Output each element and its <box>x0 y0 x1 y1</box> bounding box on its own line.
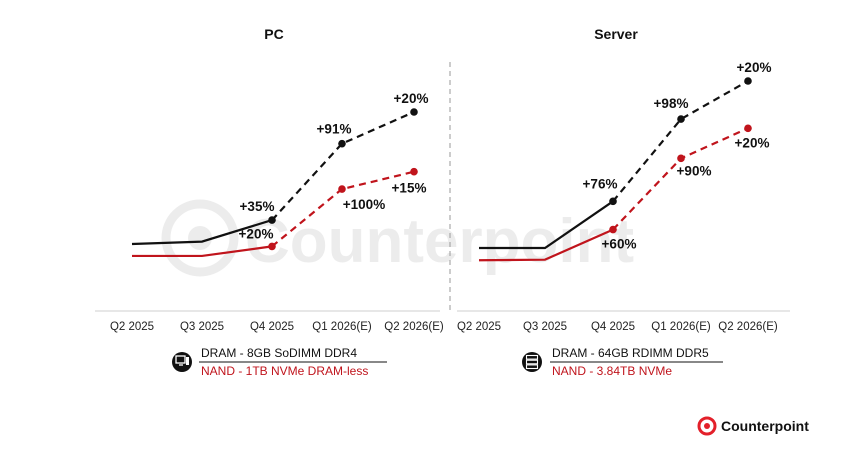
pc-series-0-forecast-line <box>271 110 415 221</box>
pc-legend-nand: NAND - 1TB NVMe DRAM-less <box>201 364 368 378</box>
pc-series-0-data-label: +20% <box>394 91 429 106</box>
pc-series-1-point <box>410 167 418 176</box>
server-series-0-data-label: +98% <box>654 96 689 111</box>
server-legend: DRAM - 64GB RDIMM DDR5 NAND - 3.84TB NVM… <box>522 346 723 378</box>
pc-series-0-data-label: +91% <box>317 122 352 137</box>
pc-series-0-point <box>268 216 276 224</box>
watermark-text: Counterpoint <box>245 207 634 276</box>
pc-x-tick-label: Q2 2026(E) <box>384 321 444 333</box>
pc-x-tick-label: Q1 2026(E) <box>312 321 372 333</box>
server-icon <box>522 352 542 372</box>
server-series-0-forecast-line <box>612 80 749 203</box>
pc-series-1-data-label: +100% <box>343 197 385 212</box>
pc-series-1-point <box>268 242 276 251</box>
pc-icon <box>172 352 192 372</box>
server-series-0-actual-line <box>479 200 614 250</box>
server-x-tick-label: Q1 2026(E) <box>651 321 711 333</box>
counterpoint-logo: Counterpoint <box>697 416 809 436</box>
server-series-1-point <box>677 154 685 163</box>
pc-series-0-point <box>338 139 346 148</box>
server-legend-nand: NAND - 3.84TB NVMe <box>552 364 672 378</box>
pc-series-1-point <box>338 185 346 193</box>
server-series-1-point <box>744 124 752 133</box>
watermark: Counterpoint <box>161 199 634 277</box>
server-series-0-point <box>677 115 685 123</box>
server-x-tick-label: Q4 2025 <box>591 321 635 333</box>
pc-plot: Q2 2025 Q3 2025 Q4 2025 Q1 2026(E) Q2 2026(E… <box>110 91 444 333</box>
pc-x-tick-label: Q2 2025 <box>110 321 154 333</box>
server-legend-dram: DRAM - 64GB RDIMM DDR5 <box>552 346 709 360</box>
server-series-1-actual-line <box>478 228 614 262</box>
server-series-0-data-label: +76% <box>583 176 618 191</box>
server-plot: Q2 2025 Q3 2025 Q4 2025 Q1 2026(E) Q2 2026(E… <box>457 60 778 333</box>
pc-series-0-point <box>410 108 418 116</box>
pc-series-0-actual-line <box>131 219 273 246</box>
server-series-1-data-label: +20% <box>735 135 770 150</box>
server-series-0-point <box>609 197 617 206</box>
pc-chart-title: PC <box>264 26 283 42</box>
server-x-tick-label: Q2 2026(E) <box>718 321 778 333</box>
server-chart-title: Server <box>594 26 638 42</box>
server-x-tick-label: Q2 2025 <box>457 321 501 333</box>
pc-legend-dram: DRAM - 8GB SoDIMM DDR4 <box>201 346 357 360</box>
pc-legend: DRAM - 8GB SoDIMM DDR4 NAND - 1TB NVMe D… <box>172 346 387 378</box>
pc-x-tick-label: Q3 2025 <box>180 321 224 333</box>
server-series-1-point <box>609 225 617 234</box>
pc-series-1-data-label: +20% <box>239 226 274 241</box>
server-series-1-data-label: +90% <box>677 163 712 178</box>
pc-series-0-data-label: +35% <box>240 199 275 214</box>
server-series-0-data-label: +20% <box>737 60 772 75</box>
pc-series-1-data-label: +15% <box>392 181 427 196</box>
server-series-0-point <box>744 77 752 85</box>
server-series-1-data-label: +60% <box>602 237 637 252</box>
pc-series-1-actual-line <box>132 245 273 258</box>
brand-name: Counterpoint <box>721 418 809 434</box>
pc-x-tick-label: Q4 2025 <box>250 321 294 333</box>
server-x-tick-label: Q3 2025 <box>523 321 567 333</box>
